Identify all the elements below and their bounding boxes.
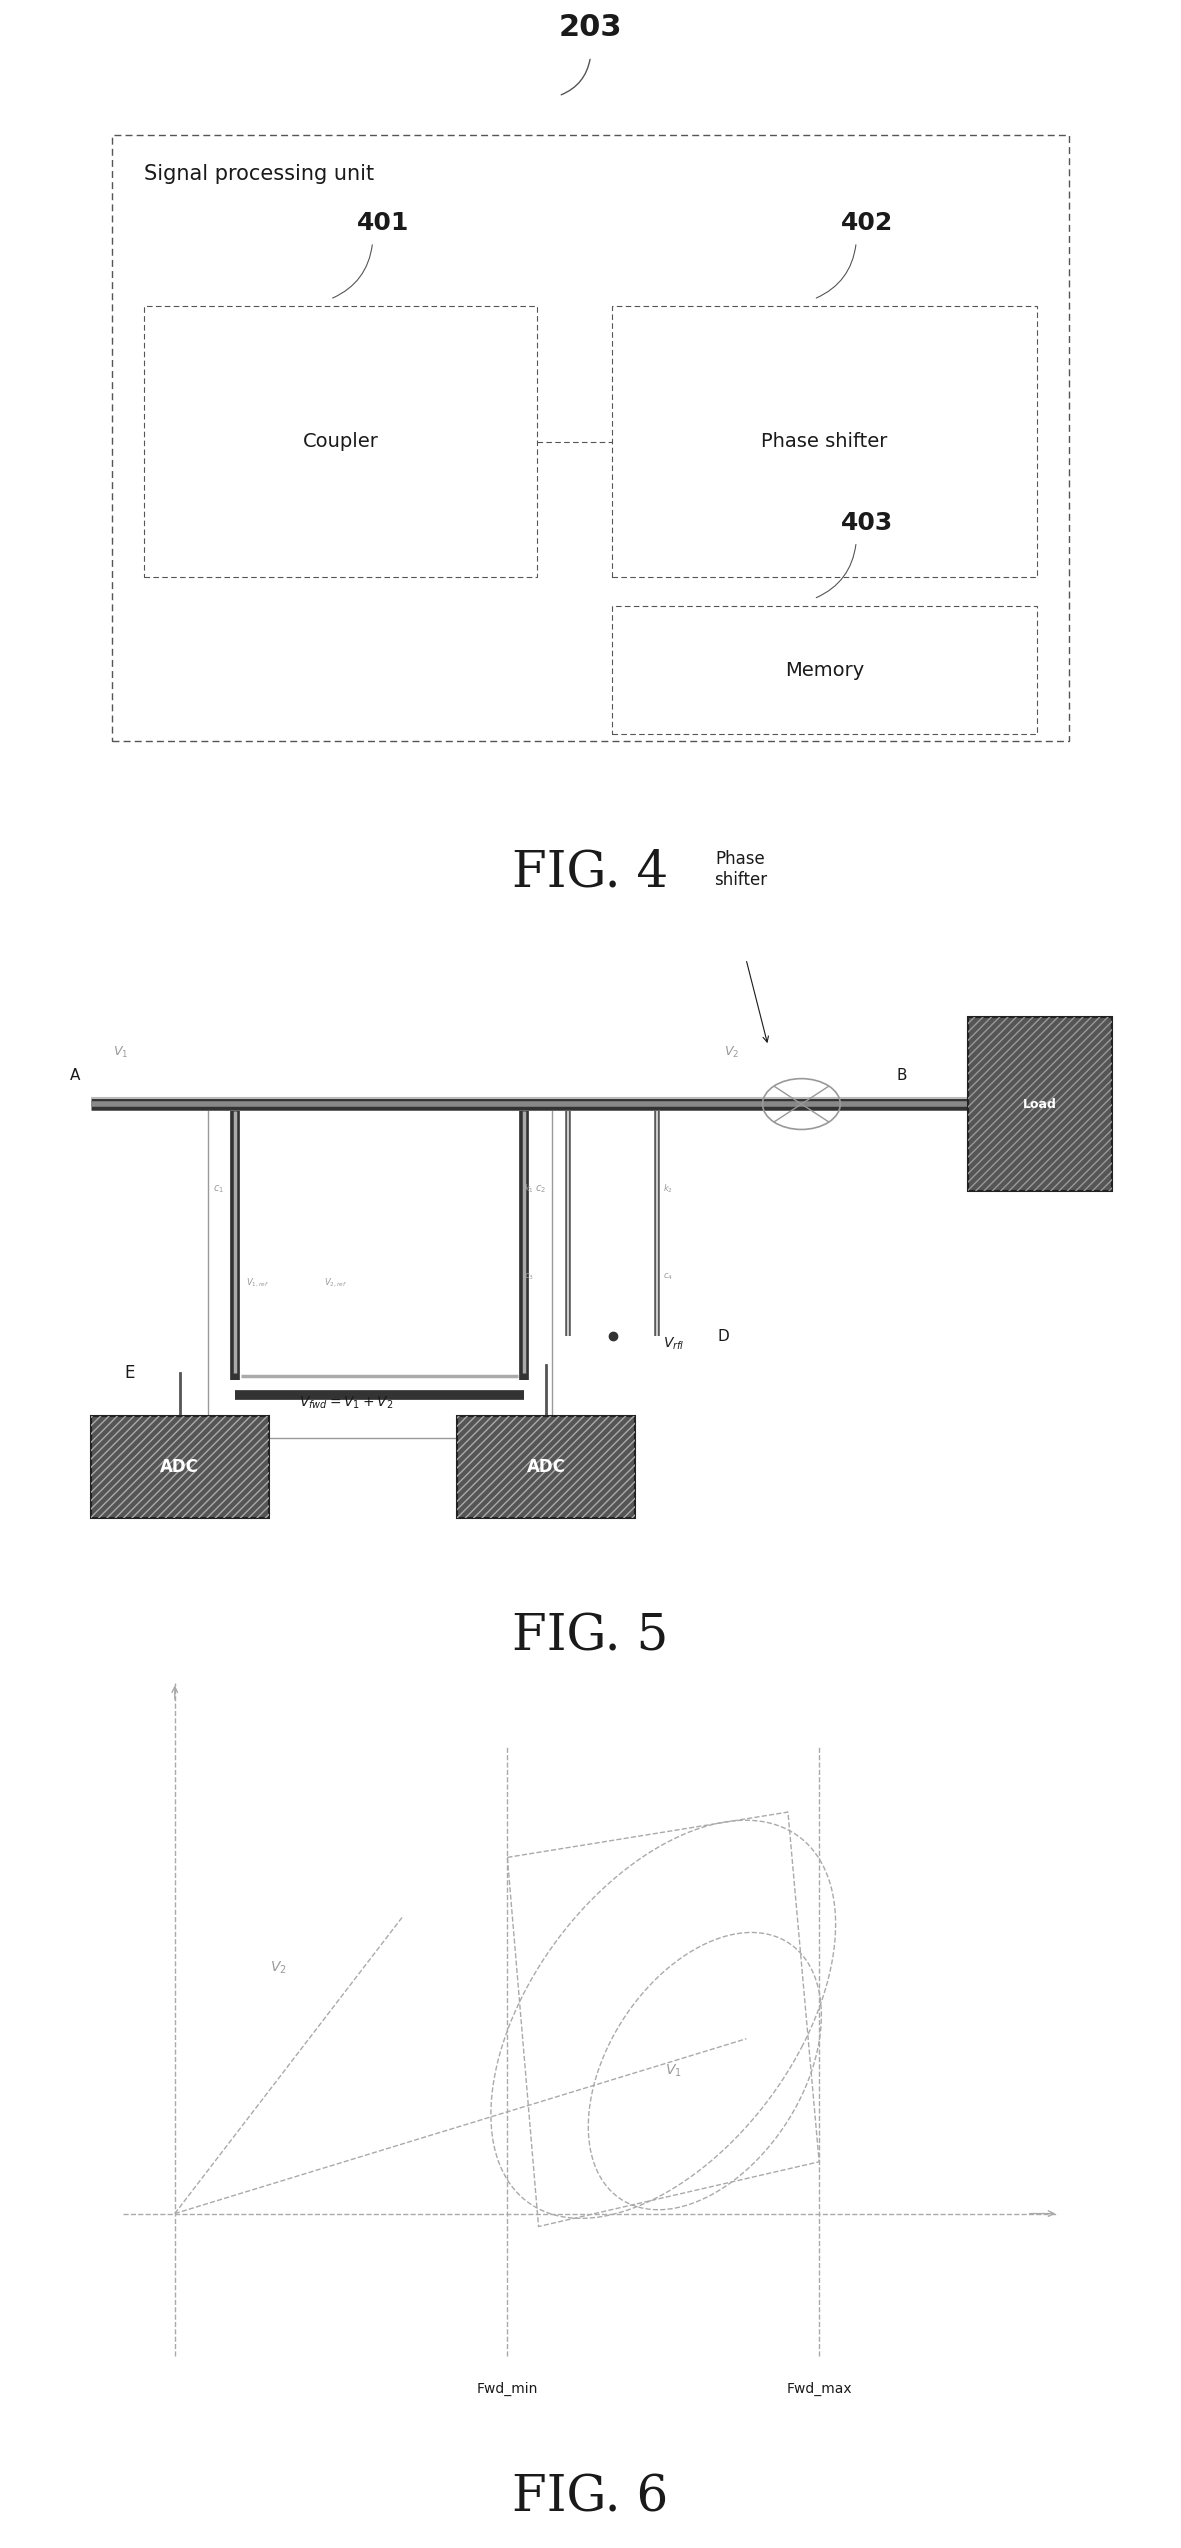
- Text: Phase shifter: Phase shifter: [761, 433, 888, 451]
- Text: Fwd_max: Fwd_max: [787, 2382, 852, 2395]
- FancyBboxPatch shape: [91, 1417, 268, 1519]
- Text: Load: Load: [1023, 1098, 1057, 1111]
- Text: E: E: [125, 1363, 135, 1381]
- Text: Memory: Memory: [784, 660, 864, 680]
- Text: $V_{rfl}$: $V_{rfl}$: [663, 1335, 684, 1353]
- Text: $V_{fwd}=V_1+V_2$: $V_{fwd}=V_1+V_2$: [299, 1394, 393, 1412]
- Text: $c_4$: $c_4$: [663, 1271, 673, 1282]
- Text: D: D: [718, 1330, 730, 1343]
- Text: FIG. 6: FIG. 6: [513, 2472, 668, 2523]
- Text: $c_2$: $c_2$: [535, 1182, 546, 1195]
- Text: $c_1$: $c_1$: [214, 1182, 224, 1195]
- Text: Coupler: Coupler: [302, 433, 379, 451]
- Text: Signal processing unit: Signal processing unit: [144, 163, 374, 183]
- Text: B: B: [896, 1068, 907, 1083]
- Text: 203: 203: [559, 13, 622, 43]
- Text: Phase
shifter: Phase shifter: [713, 851, 766, 889]
- Text: ADC: ADC: [527, 1457, 566, 1475]
- Text: ADC: ADC: [161, 1457, 200, 1475]
- Text: FIG. 4: FIG. 4: [513, 848, 668, 897]
- Text: 402: 402: [841, 211, 893, 234]
- Text: $k_1$: $k_1$: [524, 1182, 534, 1195]
- Text: $V_1$: $V_1$: [665, 2064, 681, 2079]
- FancyBboxPatch shape: [968, 1017, 1113, 1192]
- Text: $V_2$: $V_2$: [724, 1045, 739, 1060]
- Text: $V_1$: $V_1$: [113, 1045, 129, 1060]
- Text: $V_2$: $V_2$: [270, 1959, 287, 1975]
- Text: 403: 403: [841, 510, 893, 535]
- Text: 401: 401: [357, 211, 410, 234]
- Text: FIG. 5: FIG. 5: [513, 1613, 668, 1661]
- Text: A: A: [70, 1068, 80, 1083]
- Text: Fwd_min: Fwd_min: [477, 2382, 539, 2395]
- Text: $k_2$: $k_2$: [663, 1182, 673, 1195]
- Text: $V_{1,ref}$: $V_{1,ref}$: [247, 1277, 269, 1289]
- Text: $c_3$: $c_3$: [524, 1271, 534, 1282]
- Text: $V_{2,ref}$: $V_{2,ref}$: [324, 1277, 347, 1289]
- FancyBboxPatch shape: [457, 1417, 635, 1519]
